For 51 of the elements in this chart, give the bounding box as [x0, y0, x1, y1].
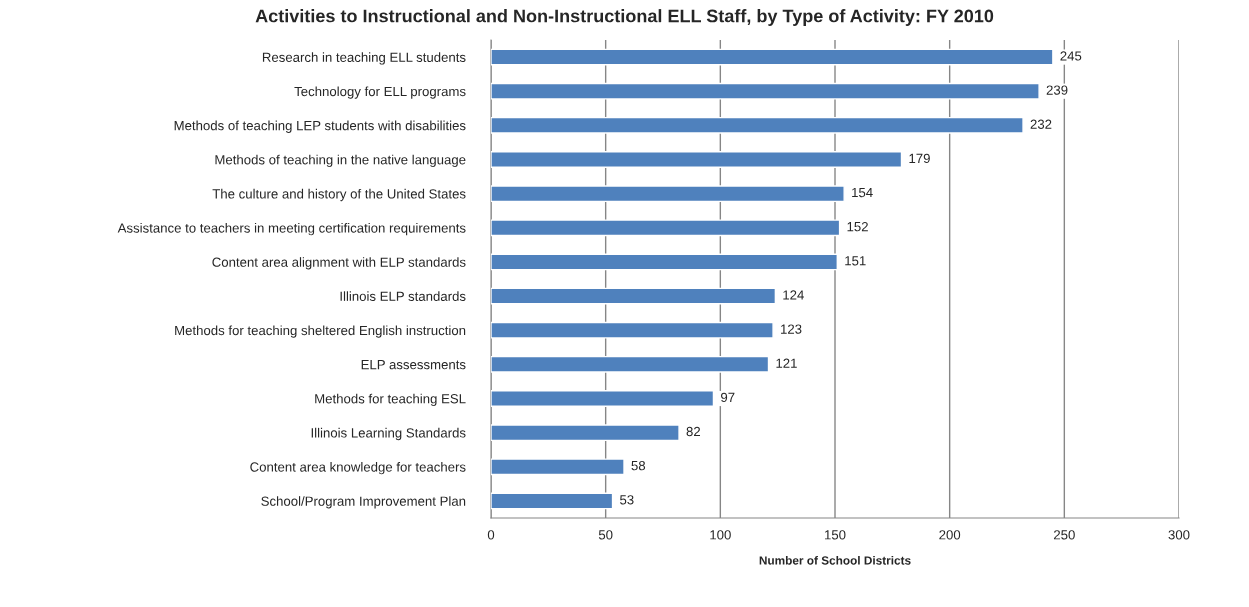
data-label: 151: [845, 256, 866, 266]
bar: [491, 355, 770, 373]
data-label: 152: [847, 221, 868, 232]
x-tick-label: 200: [939, 530, 961, 540]
bar: [491, 48, 1054, 66]
x-axis-title: Number of School Districts: [759, 555, 911, 565]
data-label: 82: [686, 426, 701, 437]
bar: [491, 492, 614, 510]
bar: [491, 219, 841, 237]
y-tick-label: Methods for teaching ESL: [315, 393, 466, 407]
data-label: 179: [909, 153, 930, 164]
y-tick-label: School/Program Improvement Plan: [261, 496, 466, 509]
y-tick-label: The culture and history of the United States: [212, 188, 466, 202]
bar: [491, 458, 625, 476]
x-tick-label: 100: [710, 530, 731, 540]
x-tick-label: 50: [598, 530, 613, 540]
bar: [491, 116, 1024, 134]
bar: [491, 253, 838, 271]
y-tick-label: Illinois Learning Standards: [311, 427, 466, 441]
bar: [491, 151, 903, 168]
data-label: 58: [631, 460, 646, 471]
data-label: 245: [1060, 51, 1082, 61]
x-tick-label: 300: [1168, 530, 1190, 540]
x-tick-label: 0: [487, 530, 495, 540]
data-label: 232: [1030, 119, 1052, 129]
data-label: 121: [776, 358, 797, 368]
y-tick-label: Methods of teaching LEP students with disabilities: [174, 120, 466, 133]
data-label: 53: [620, 495, 634, 505]
bar: [491, 185, 845, 203]
bar: [491, 321, 774, 339]
y-tick-label: Methods for teaching sheltered English instruction: [175, 325, 466, 338]
data-label: 154: [852, 187, 873, 198]
bar: [491, 424, 680, 442]
data-label: 239: [1046, 85, 1068, 95]
y-tick-label: Assistance to teachers in meeting certification requirements: [117, 223, 466, 236]
data-label: 124: [783, 290, 804, 300]
y-tick-label: Content area alignment with ELP standards: [212, 257, 466, 270]
y-tick-label: Content area knowledge for teachers: [250, 462, 466, 475]
data-label: 123: [781, 324, 802, 334]
y-tick-label: Methods of teaching in the native language: [215, 154, 466, 168]
y-tick-label: ELP assessments: [361, 360, 466, 370]
y-tick-label: Research in teaching ELL students: [262, 52, 466, 65]
bar: [491, 287, 777, 305]
bar: [491, 82, 1040, 100]
x-tick-label: 150: [825, 530, 846, 540]
chart-title: Activities to Instructional and Non-Instructional ELL Staff, by Type of Activity: FY 2010: [255, 9, 994, 26]
data-label: 97: [721, 392, 735, 403]
x-tick-label: 250: [1053, 530, 1075, 540]
y-tick-label: Illinois ELP standards: [340, 291, 466, 301]
bar: [491, 390, 715, 407]
y-tick-label: Technology for ELL programs: [294, 86, 466, 99]
